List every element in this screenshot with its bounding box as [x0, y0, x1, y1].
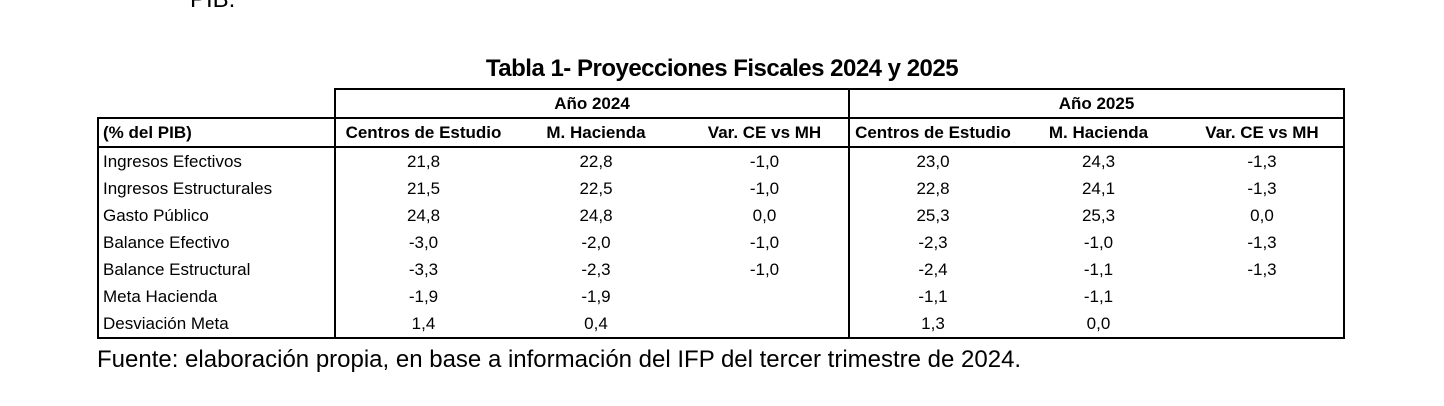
cell-value: 0,0: [1016, 310, 1181, 339]
cell-value: [681, 310, 849, 339]
cell-value: -1,0: [749, 178, 780, 198]
cell-value: -1,0: [749, 259, 780, 279]
source-note: Fuente: elaboración propia, en base a in…: [97, 346, 1022, 373]
column-header-row: (% del PIB) Centros de Estudio M. Hacien…: [97, 117, 1345, 148]
row-label: Gasto Público: [97, 202, 335, 229]
row-label: Ingresos Efectivos: [97, 147, 335, 175]
cell-value: 0,4: [511, 310, 681, 339]
table-row: Desviación Meta 1,4 0,4 1,3 0,0: [97, 310, 1345, 339]
cell-value: -1,1: [1083, 286, 1114, 306]
cell-value: -2,3: [581, 259, 611, 279]
cell-value: 24,3: [1081, 151, 1116, 171]
year-header-row: Año 2024 Año 2025: [98, 88, 1345, 119]
col-header: Var. CE vs MH: [1181, 117, 1345, 148]
cell-value: 25,3: [1081, 205, 1116, 225]
table-row: Gasto Público 24,8 24,8 0,0 25,3 25,3 0,0: [97, 202, 1345, 229]
cell-value: 0,0: [752, 205, 777, 225]
cell-value: -1,0: [1083, 232, 1114, 252]
row-label: Balance Efectivo: [97, 229, 335, 256]
cell-value: 24,8: [334, 202, 511, 229]
cell-value: -3,0: [334, 229, 511, 256]
cell-value: 24,8: [579, 205, 613, 225]
cell-value: 21,5: [334, 175, 511, 202]
year-2025-header: Año 2025: [848, 88, 1345, 119]
col-header: M. Hacienda: [511, 117, 681, 148]
cell-value: -1,1: [1083, 259, 1114, 279]
cut-off-text: PIB.: [190, 0, 235, 14]
cell-value: 23,0: [848, 147, 1016, 175]
cell-value: -1,0: [749, 232, 780, 252]
cell-value: -3,3: [334, 256, 511, 283]
cell-value: [681, 283, 849, 310]
year-2024-header: Año 2024: [334, 88, 850, 119]
cell-value: -1,3: [1181, 256, 1345, 283]
cell-value: -2,4: [848, 256, 1016, 283]
cell-value: -1,9: [581, 286, 611, 306]
cell-value: 0,0: [1181, 202, 1345, 229]
cell-value: -1,9: [334, 283, 511, 310]
row-label: Ingresos Estructurales: [97, 175, 335, 202]
col-header: Centros de Estudio: [334, 117, 511, 148]
cell-value: 22,5: [579, 178, 613, 198]
table-row: Balance Efectivo -3,0 -2,0 -1,0 -2,3 -1,0 -1,3: [97, 229, 1345, 256]
table-title: Tabla 1- Proyecciones Fiscales 2024 y 20…: [485, 55, 959, 82]
cell-value: 22,8: [848, 175, 1016, 202]
cell-value: -1,3: [1181, 229, 1345, 256]
cell-value: -1,0: [749, 151, 780, 171]
row-label: Desviación Meta: [97, 310, 335, 339]
row-label: Meta Hacienda: [97, 283, 335, 310]
cell-value: 21,8: [334, 147, 511, 175]
cell-value: -2,3: [848, 229, 1016, 256]
col-header: Var. CE vs MH: [681, 117, 849, 148]
table-row: Balance Estructural -3,3 -2,3 -1,0 -2,4 -1,1 -…: [97, 256, 1345, 283]
cell-value: -1,3: [1181, 147, 1345, 175]
table-row: Ingresos Estructurales 21,5 22,5 -1,0 22,8 24…: [97, 175, 1345, 202]
cell-value: -2,0: [581, 232, 611, 252]
col-header: Centros de Estudio: [848, 117, 1016, 148]
row-label: Balance Estructural: [97, 256, 335, 283]
row-header-label: (% del PIB): [97, 117, 335, 148]
cell-value: -1,3: [1181, 175, 1345, 202]
cell-value: -1,1: [848, 283, 1016, 310]
table-row: Ingresos Efectivos 21,8 22,8 -1,0 23,0 24,3 -1…: [97, 147, 1345, 175]
fiscal-projections-table: Año 2024 Año 2025 (% del PIB) Centros de…: [97, 88, 1345, 339]
cell-value: [1181, 283, 1345, 310]
col-header: M. Hacienda: [1016, 117, 1181, 148]
table-row: Meta Hacienda -1,9 -1,9 -1,1 -1,1: [97, 283, 1345, 310]
cell-value: 25,3: [848, 202, 1016, 229]
cell-value: 1,3: [848, 310, 1016, 339]
cell-value: 24,1: [1081, 178, 1116, 198]
cell-value: 22,8: [579, 151, 613, 171]
cell-value: [1181, 310, 1345, 339]
cell-value: 1,4: [334, 310, 511, 339]
